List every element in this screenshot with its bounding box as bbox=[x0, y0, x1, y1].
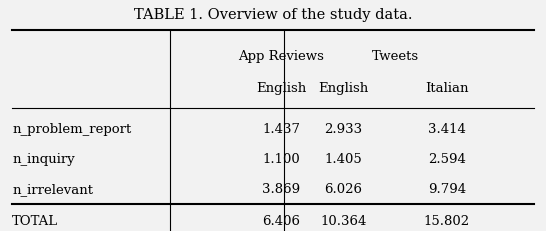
Text: 6.406: 6.406 bbox=[262, 214, 300, 227]
Text: 9.794: 9.794 bbox=[428, 182, 466, 195]
Text: 10.364: 10.364 bbox=[321, 214, 367, 227]
Text: n_inquiry: n_inquiry bbox=[12, 152, 75, 165]
Text: 2.933: 2.933 bbox=[324, 123, 363, 136]
Text: English: English bbox=[318, 82, 369, 94]
Text: 3.414: 3.414 bbox=[428, 123, 466, 136]
Text: TOTAL: TOTAL bbox=[12, 214, 58, 227]
Text: App Reviews: App Reviews bbox=[238, 50, 324, 63]
Text: 2.594: 2.594 bbox=[428, 152, 466, 165]
Text: Tweets: Tweets bbox=[372, 50, 419, 63]
Text: 3.869: 3.869 bbox=[262, 182, 300, 195]
Text: 15.802: 15.802 bbox=[424, 214, 470, 227]
Text: Italian: Italian bbox=[425, 82, 468, 94]
Text: 1.437: 1.437 bbox=[262, 123, 300, 136]
Text: 6.026: 6.026 bbox=[325, 182, 363, 195]
Text: n_irrelevant: n_irrelevant bbox=[12, 182, 93, 195]
Text: 1.100: 1.100 bbox=[262, 152, 300, 165]
Text: English: English bbox=[256, 82, 306, 94]
Text: 1.405: 1.405 bbox=[325, 152, 363, 165]
Text: TABLE 1. Overview of the study data.: TABLE 1. Overview of the study data. bbox=[134, 8, 412, 22]
Text: n_problem_report: n_problem_report bbox=[12, 123, 132, 136]
